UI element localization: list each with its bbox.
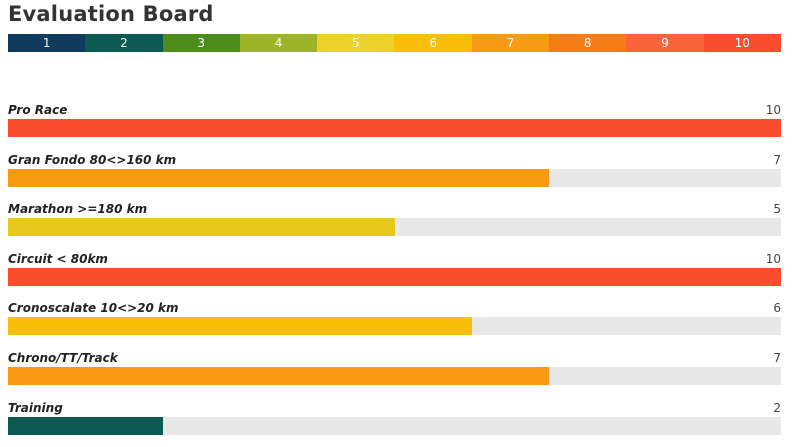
bar-row: Training 2 <box>8 401 781 437</box>
board-title: Evaluation Board <box>8 2 214 26</box>
bar-value-label: 10 <box>765 103 781 117</box>
bar-row: Chrono/TT/Track 7 <box>8 351 781 387</box>
scale-cell-5: 5 <box>317 34 395 52</box>
scale-cell-6: 6 <box>394 34 472 52</box>
bar-row: Circuit < 80km 10 <box>8 252 781 288</box>
bar-fill <box>8 218 395 237</box>
scale-cell-4: 4 <box>239 34 318 52</box>
bar-label: Circuit < 80km <box>8 251 108 266</box>
bar-label: Pro Race <box>8 103 68 117</box>
scale-cell-10: 10 <box>703 34 781 52</box>
bar-label: Marathon >=180 km <box>8 202 148 217</box>
bar-track <box>8 367 781 385</box>
bar-track <box>8 317 781 336</box>
rating-scale-legend: 1 2 3 4 5 6 7 8 9 10 <box>8 34 781 52</box>
bar-fill <box>8 416 163 435</box>
bar-track <box>8 168 781 187</box>
scale-cell-2: 2 <box>85 34 163 52</box>
bar-value-label: 2 <box>773 400 781 415</box>
bar-value-label: 10 <box>765 251 781 266</box>
scale-cell-3: 3 <box>162 34 240 52</box>
bar-track <box>8 416 781 435</box>
bar-fill <box>8 267 781 286</box>
bar-fill <box>8 367 549 385</box>
scale-cell-9: 9 <box>626 34 704 52</box>
bar-row: Pro Race 10 <box>8 103 781 139</box>
bar-track <box>8 119 781 137</box>
bar-fill <box>8 119 781 137</box>
bar-label: Training <box>8 400 63 415</box>
bar-row: Marathon >=180 km 5 <box>8 202 781 238</box>
bar-label: Gran Fondo 80<>160 km <box>8 152 177 167</box>
bar-fill <box>8 168 549 187</box>
bar-value-label: 7 <box>773 351 781 365</box>
bar-label: Chrono/TT/Track <box>8 351 118 365</box>
scale-cell-8: 8 <box>549 34 627 52</box>
bar-label: Cronoscalate 10<>20 km <box>8 301 179 316</box>
bar-track <box>8 267 781 286</box>
bar-fill <box>8 317 472 336</box>
scale-cell-7: 7 <box>471 34 550 52</box>
bar-value-label: 5 <box>773 202 781 217</box>
bar-row: Gran Fondo 80<>160 km 7 <box>8 153 781 189</box>
bar-value-label: 6 <box>773 301 781 316</box>
scale-cell-1: 1 <box>8 34 86 52</box>
bar-track <box>8 218 781 237</box>
bar-value-label: 7 <box>773 152 781 167</box>
bar-row: Cronoscalate 10<>20 km 6 <box>8 301 781 337</box>
